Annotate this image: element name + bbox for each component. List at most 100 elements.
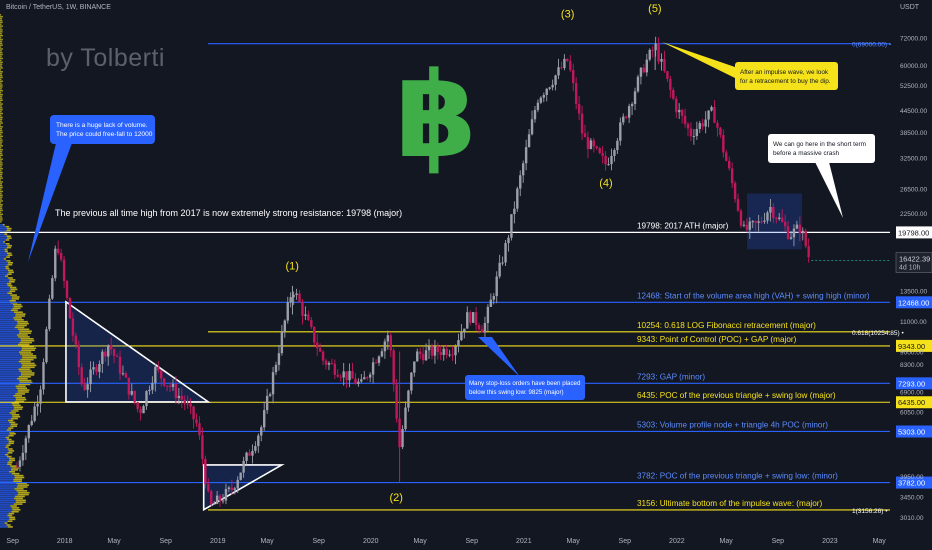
candle-body [133, 391, 136, 403]
volume-profile-bar [18, 360, 31, 363]
candle-body [112, 349, 116, 356]
volume-profile-bar [0, 476, 15, 479]
volume-profile-bar [0, 141, 3, 143]
candle-body [265, 395, 269, 411]
candle-body [207, 484, 210, 492]
volume-profile-bar [0, 490, 17, 492]
candle-body [33, 406, 36, 421]
candle-body [139, 408, 142, 414]
candle-body [474, 312, 478, 326]
volume-profile-bar [21, 372, 35, 374]
candle-body [389, 335, 392, 351]
volume-profile-bar [0, 55, 2, 58]
volume-profile-bar [0, 227, 8, 230]
candle-body [366, 377, 369, 379]
volume-profile-bar [7, 262, 14, 264]
volume-profile-bar [4, 248, 8, 251]
candle-body [574, 83, 578, 104]
x-axis-tick: May [720, 538, 734, 545]
volume-profile-bar [0, 40, 3, 43]
volume-profile-bar [0, 387, 17, 389]
volume-profile-bar [0, 181, 3, 183]
volume-profile-bar [0, 463, 8, 465]
volume-profile-bar [12, 415, 21, 418]
candle-body [130, 391, 133, 395]
volume-profile-bar [21, 362, 35, 365]
volume-profile-bar [13, 408, 23, 410]
volume-profile-bar [7, 254, 13, 256]
volume-profile-bar [0, 225, 6, 228]
volume-profile-bar [0, 29, 3, 31]
volume-profile-bar [0, 372, 22, 374]
callout-pointer [662, 42, 735, 78]
volume-profile-bar [0, 217, 3, 219]
volume-profile-bar [0, 305, 14, 308]
candle-body [627, 106, 631, 118]
candle-body [242, 460, 245, 473]
wave-label: (5) [648, 3, 661, 15]
candle-body [736, 199, 740, 211]
axis-price-tag [896, 396, 932, 409]
candle-body [445, 348, 448, 356]
candle-body [377, 356, 381, 363]
candle-body [318, 348, 322, 352]
candle-body [686, 123, 690, 129]
volume-profile-bar [0, 459, 10, 462]
current-price-tag [895, 252, 932, 273]
volume-profile-bar [14, 488, 24, 490]
candle-body [416, 351, 419, 362]
candle-body [218, 495, 222, 501]
volume-profile-bar [10, 423, 18, 426]
candle-body [728, 160, 731, 169]
candle-body [789, 237, 793, 239]
candle-body [510, 214, 513, 238]
volume-profile-bar [10, 309, 18, 312]
volume-profile-bar [0, 389, 18, 391]
current-price-countdown: 4d 10h [899, 265, 921, 272]
volume-profile-bar [9, 433, 16, 435]
candle-body [251, 450, 254, 456]
candle-body [725, 152, 728, 161]
volume-profile-bar [0, 442, 9, 445]
volume-profile-bar [0, 221, 2, 223]
volume-profile-bar [0, 368, 19, 370]
volume-profile-bar [8, 434, 14, 437]
volume-profile-bar [6, 444, 11, 446]
volume-profile-bar [0, 265, 6, 268]
y-axis-tick: 3950.00 [900, 474, 924, 481]
volume-profile-bar [0, 364, 23, 367]
volume-profile-bar [0, 72, 3, 75]
candle-body [307, 314, 310, 321]
candle-body [704, 119, 707, 127]
y-axis-tick: 6050.00 [900, 410, 924, 417]
y-axis-tick: 11000.00 [900, 319, 927, 326]
callout-pointer [478, 337, 520, 377]
candle-body [86, 384, 89, 390]
volume-profile-bar [0, 156, 2, 158]
retrace-callout-text: for a retracement to buy the dip. [740, 78, 831, 85]
candle-body [310, 320, 313, 327]
candle-body [295, 293, 298, 295]
volume-callout-text: There is a huge lack of volume. [56, 122, 148, 129]
candle-body [357, 381, 360, 385]
volume-profile-bar [0, 204, 3, 206]
x-axis-tick: May [567, 538, 581, 545]
volume-profile-bar [19, 381, 33, 384]
candle-body [527, 134, 531, 148]
candle-body [801, 230, 804, 234]
candle-body [109, 345, 113, 350]
volume-profile-bar [0, 400, 15, 403]
candle-body [642, 67, 646, 73]
volume-profile-bar [0, 383, 19, 386]
volume-profile-bar [0, 467, 12, 469]
level-label: 7293: GAP (minor) [637, 372, 705, 381]
candle-body [663, 59, 666, 72]
volume-profile-bar [13, 303, 22, 306]
candle-body [360, 379, 363, 382]
candle-body [466, 312, 469, 329]
volume-profile-bar [0, 175, 3, 177]
volume-profile-bar [0, 36, 2, 39]
candle-body [395, 384, 398, 419]
y-axis-tick: 3450.00 [900, 494, 924, 501]
